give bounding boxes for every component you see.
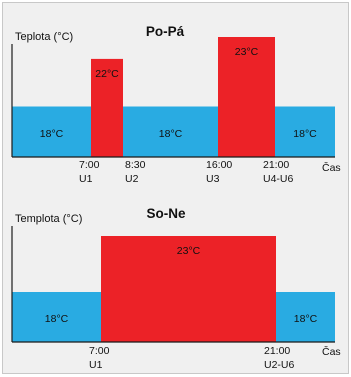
chart-title: Po-Pá [146,24,185,39]
segment-bar [91,58,123,157]
y-axis-label: Templota (°C) [15,213,82,225]
chart-weekend: Templota (°C) So-Ne 18°C 23°C 18°C Čas 7:0… [11,206,341,371]
segment-label: 18°C [45,313,69,325]
segment-label: 23°C [235,46,259,58]
tick-time-label: 7:00 [79,159,100,171]
x-axis-label: Čas [322,345,341,358]
segment-bar [275,106,335,157]
tick-time-label: 21:00 [263,159,289,171]
chart-title: So-Ne [146,206,185,221]
tick-program-label: U2-U6 [264,359,295,371]
segment-label: 18°C [40,128,64,140]
tick-time-label: 7:00 [89,345,110,357]
y-axis-label: Teplota (°C) [15,31,73,43]
tick-program-label: U1 [89,359,103,371]
segment-label: 23°C [177,245,201,257]
chart-weekdays: Teplota (°C) Po-Pá 18°C22°C18°C23°C18°C … [11,24,341,185]
segment-bar [276,292,335,342]
segment-bar [12,292,101,342]
segment-bar [218,37,275,157]
segment-label: 22°C [95,68,119,80]
tick-time-label: 16:00 [206,159,232,171]
x-axis-label: Čas [322,161,341,174]
segment-bar [101,236,276,342]
segment-label: 18°C [293,128,317,140]
segment-label: 18°C [159,128,183,140]
tick-time-label: 21:00 [264,345,290,357]
tick-program-label: U2 [125,173,139,185]
segment-bar [123,106,218,157]
tick-program-label: U3 [206,173,220,185]
tick-program-label: U1 [79,173,93,185]
tick-program-label: U4-U6 [263,173,294,185]
segment-bar [12,106,91,157]
tick-time-label: 8:30 [125,159,146,171]
segment-label: 18°C [294,313,318,325]
